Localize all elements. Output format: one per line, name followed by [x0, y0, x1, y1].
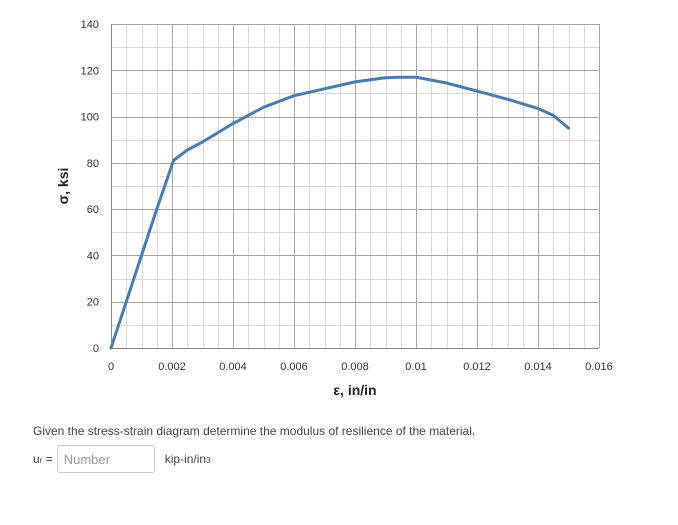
- x-tick-label: 0.012: [463, 361, 491, 373]
- x-tick-label: 0.016: [585, 361, 613, 373]
- x-tick-label: 0.008: [341, 361, 369, 373]
- x-tick-label: 0.006: [280, 361, 308, 373]
- answer-input[interactable]: [56, 445, 155, 473]
- y-tick-label: 120: [81, 65, 99, 77]
- y-tick-label: 60: [87, 204, 99, 216]
- y-tick-labels: 0 20 40 60 80 100 120 140: [81, 19, 99, 355]
- label-equals: =: [42, 452, 53, 466]
- x-axis-title: ε, in/in: [333, 382, 376, 398]
- y-tick-label: 40: [87, 250, 99, 262]
- label-subscript: r: [39, 456, 43, 465]
- unit-label: kip-in/in 3: [165, 452, 211, 466]
- unit-main: kip-in/in: [164, 452, 207, 466]
- x-tick-label: 0.004: [219, 361, 247, 373]
- x-tick-label: 0.014: [524, 361, 552, 373]
- stress-strain-curve: [109, 75, 570, 350]
- x-tick-labels: 0 0.002 0.004 0.006 0.008 0.01 0.012 0.014 0.016: [108, 361, 613, 373]
- y-tick-label: 0: [93, 343, 99, 355]
- question-text: Given the stress-strain diagram determin…: [33, 424, 476, 438]
- y-tick-label: 100: [81, 112, 99, 124]
- label-main: u: [33, 452, 40, 466]
- y-tick-label: 140: [81, 19, 99, 31]
- x-tick-label: 0.01: [405, 361, 426, 373]
- y-tick-label: 20: [87, 297, 99, 309]
- x-tick-label: 0: [108, 361, 114, 373]
- answer-row: ur = kip-in/in3: [33, 444, 211, 474]
- x-tick-label: 0.002: [158, 361, 186, 373]
- unit-superscript: 3: [206, 456, 211, 465]
- stress-strain-chart: 0 0.002 0.004 0.006 0.008 0.01 0.012 0.014 0.016…: [55, 19, 613, 398]
- y-axis-title: σ, ksi: [55, 168, 71, 205]
- y-tick-label: 80: [87, 158, 99, 170]
